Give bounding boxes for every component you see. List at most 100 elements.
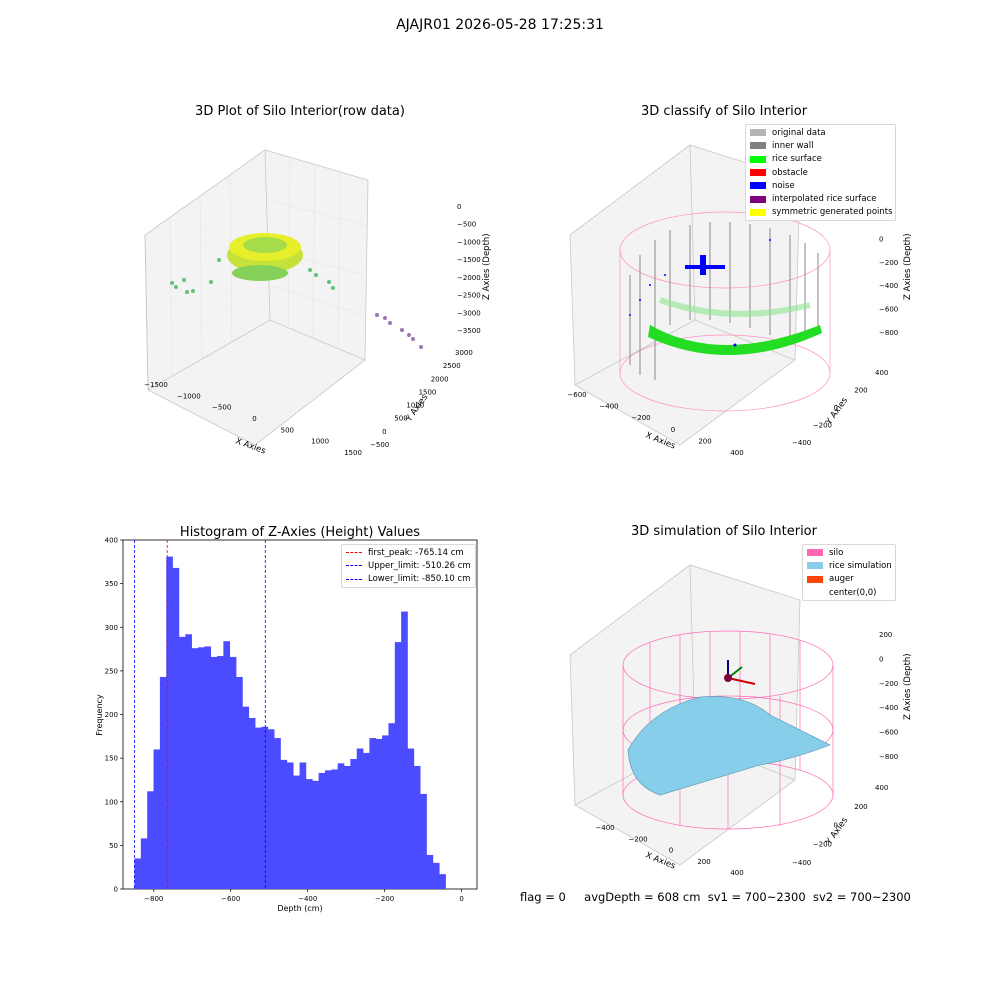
x-tick-label: 0 (459, 895, 463, 903)
classify-z-label: Z Axies (Depth) (903, 233, 913, 300)
classify-z-tick: −200 (879, 259, 898, 267)
raw-panel-title: 3D Plot of Silo Interior(row data) (195, 104, 405, 119)
raw-z-tick: −500 (457, 221, 476, 229)
histogram-bar (299, 762, 307, 889)
histogram-bar (236, 676, 243, 889)
y-tick-label: 0 (114, 886, 118, 894)
legend-swatch (807, 562, 823, 570)
simulation-y-label: Y Axies (824, 815, 851, 847)
simulation-x-tick: 400 (730, 869, 743, 877)
histogram-bar (147, 791, 154, 889)
raw-y-tick: 1500 (419, 388, 437, 396)
histogram-bar (318, 772, 326, 889)
legend-swatch (807, 575, 823, 583)
simulation-x-tick: 0 (669, 847, 673, 855)
classify-z-tick: −400 (879, 282, 898, 290)
simulation-y-tick: 0 (834, 822, 838, 830)
legend-label: center(0,0) (829, 587, 877, 598)
raw-z-tick: −3500 (457, 327, 481, 335)
legend-entry: first_peak: -765.14 cm (342, 546, 475, 559)
raw-z-tick: −1500 (457, 256, 481, 264)
histogram-bar (337, 763, 345, 889)
histogram-bar (197, 647, 205, 889)
raw-z-ticks: 0 −500 −1000 −1500 −2000 −2500 −3000 −3500 (457, 203, 481, 335)
legend-entry: Upper_limit: -510.26 cm (342, 559, 475, 572)
legend-entry: rice surface (746, 153, 895, 166)
sv1-text: sv1 = 700~2300 (707, 890, 806, 904)
legend-label: rice simulation (829, 560, 892, 571)
histogram-reference-lines (134, 540, 266, 889)
simulation-auger (724, 660, 756, 685)
histogram-bar (153, 749, 161, 889)
raw-z-tick: −2000 (457, 274, 481, 282)
simulation-z-label: Z Axies (Depth) (903, 653, 913, 720)
classify-y-tick: 0 (834, 404, 838, 412)
classify-y-ticks: −400 −200 0 200 400 (792, 369, 888, 447)
histogram-bar (344, 765, 351, 889)
simulation-legend: silo rice simulation auger center(0,0) (802, 544, 896, 602)
simulation-y-tick: 200 (854, 803, 867, 811)
simulation-y-ticks: −400 −200 0 200 400 (792, 784, 888, 867)
avg-depth-text: avgDepth = 608 cm (584, 890, 701, 904)
legend-label: rice surface (772, 154, 822, 165)
y-tick-label: 350 (105, 580, 118, 588)
y-tick-label: 100 (105, 798, 118, 806)
histogram-bar (375, 738, 383, 889)
raw-y-tick: 3000 (455, 349, 473, 357)
raw-y-tick: 2000 (431, 375, 449, 383)
legend-swatch (807, 549, 823, 557)
legend-swatch (346, 552, 362, 554)
legend-label: auger (829, 574, 854, 585)
classify-z-ticks: 2000−200−400−600−800 (879, 212, 898, 337)
legend-label: first_peak: -765.14 cm (368, 547, 464, 558)
legend-swatch (750, 195, 766, 203)
histogram-bar (394, 642, 402, 889)
legend-entry: silo (803, 546, 895, 559)
histogram-bar (242, 706, 250, 889)
histogram-bar (229, 656, 237, 889)
legend-swatch (750, 129, 766, 137)
histogram-bar (274, 738, 281, 889)
simulation-z-tick: −800 (879, 753, 898, 761)
classify-y-tick: −200 (813, 422, 832, 430)
raw-point-cloud (170, 233, 423, 349)
classify-y-tick: −400 (792, 439, 811, 447)
legend-swatch (750, 142, 766, 150)
raw-x-tick: 500 (281, 426, 294, 434)
histogram-bars (134, 556, 446, 889)
simulation-z-tick: 200 (879, 631, 892, 639)
histogram-bar (363, 752, 370, 889)
raw-3d-box (144, 149, 369, 446)
raw-z-label: Z Axies (Depth) (482, 233, 492, 300)
legend-entry: symmetric generated points (746, 206, 895, 219)
legend-entry: inner wall (746, 139, 895, 152)
raw-z-tick: −1000 (457, 238, 481, 246)
simulation-y-tick: −400 (792, 859, 811, 867)
classify-y-tick: 200 (854, 387, 867, 395)
histogram-legend: first_peak: -765.14 cm Upper_limit: -510.… (341, 544, 476, 588)
raw-y-tick: −500 (370, 441, 389, 449)
raw-z-tick: 0 (457, 203, 461, 211)
histogram-bar (159, 676, 167, 889)
histogram-bar (185, 634, 192, 889)
histogram-title: Histogram of Z-Axies (Height) Values (180, 525, 420, 540)
sv2-text: sv2 = 700~2300 (812, 890, 911, 904)
histogram-bar (248, 717, 256, 889)
x-tick-label: −200 (375, 895, 394, 903)
histogram-bar (255, 727, 262, 889)
histogram-bar (401, 611, 408, 889)
y-tick-label: 50 (109, 842, 118, 850)
legend-label: inner wall (772, 140, 814, 151)
y-tick-label: 150 (105, 755, 118, 763)
classify-inner-wall (629, 222, 819, 380)
classify-z-tick: 0 (879, 235, 883, 243)
legend-label: interpolated rice surface (772, 194, 877, 205)
legend-swatch (346, 578, 362, 580)
simulation-x-ticks: −400 −200 0 200 400 (595, 824, 743, 877)
y-tick-label: 250 (105, 667, 118, 675)
legend-label: Upper_limit: -510.26 cm (368, 560, 471, 571)
histogram-bar (407, 748, 415, 889)
classify-x-tick: −400 (599, 403, 618, 411)
histogram-bar (204, 646, 211, 889)
histogram-bar (420, 793, 427, 889)
